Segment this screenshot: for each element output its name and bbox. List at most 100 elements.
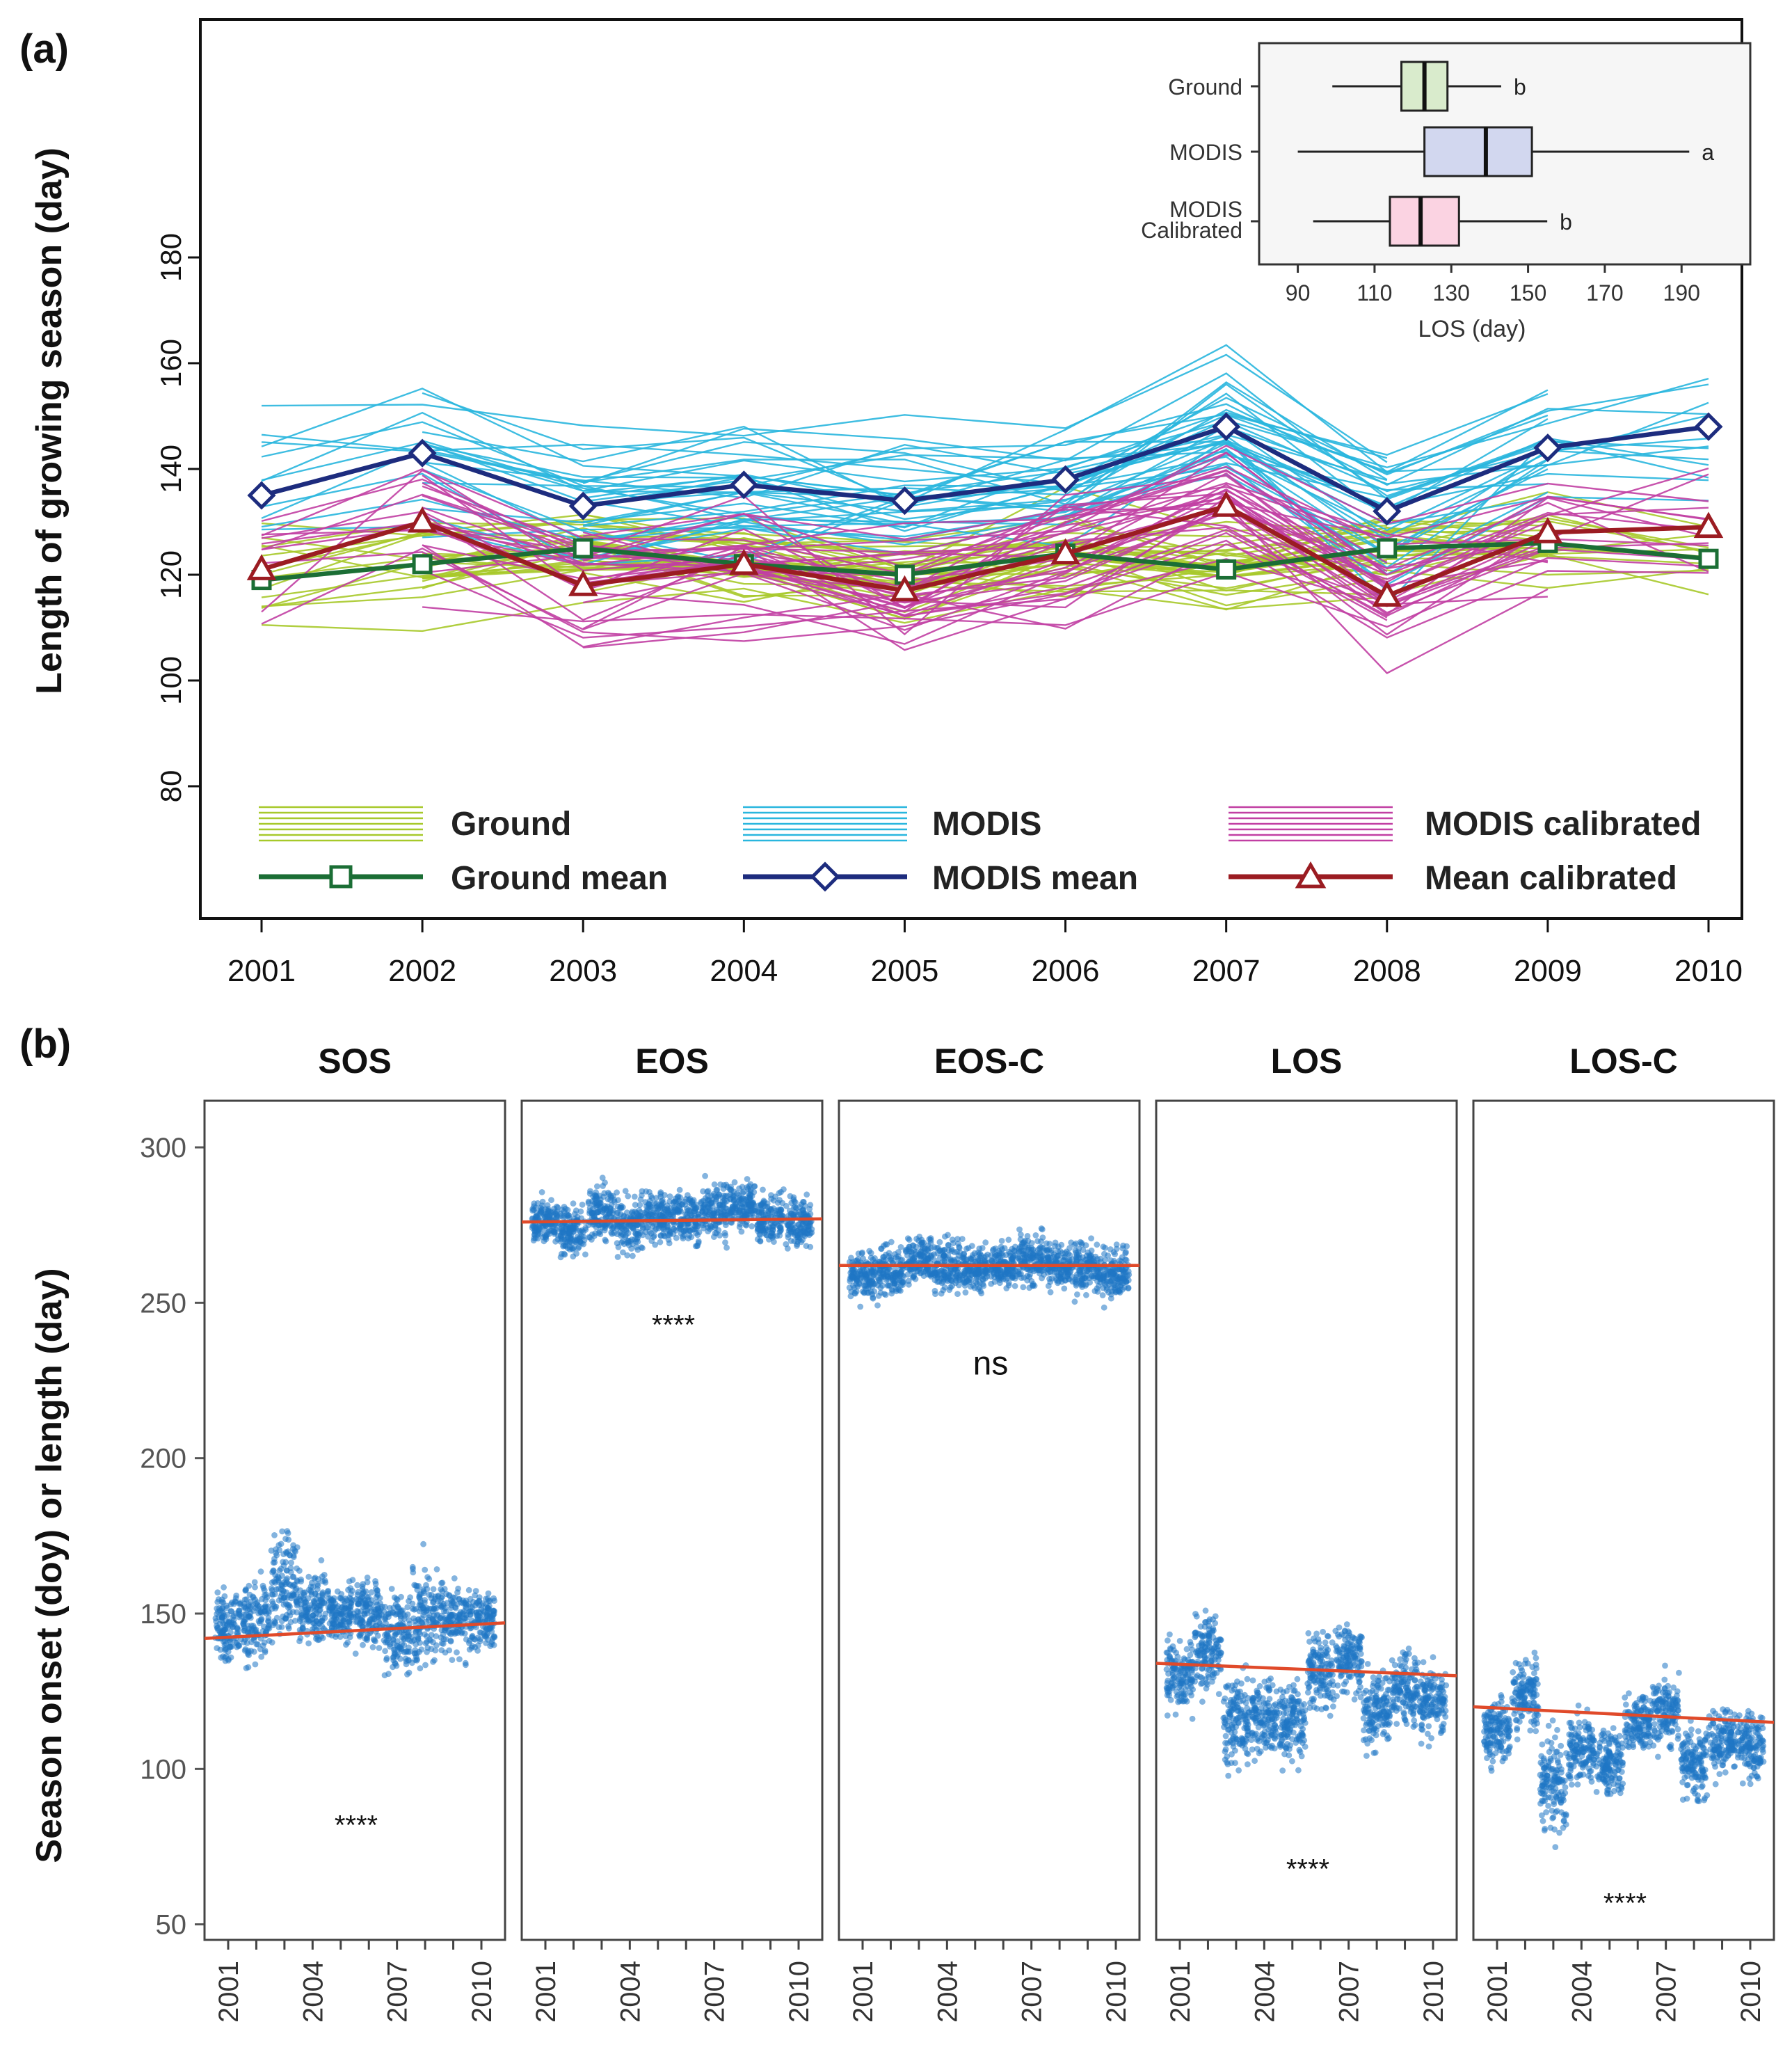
data-point <box>398 1593 404 1600</box>
data-point <box>1187 1689 1194 1696</box>
data-point <box>628 1245 634 1252</box>
data-point <box>324 1589 331 1595</box>
data-point <box>938 1267 945 1274</box>
data-point <box>430 1586 437 1593</box>
data-point <box>948 1246 955 1252</box>
data-point <box>1169 1643 1176 1650</box>
data-point <box>963 1245 970 1252</box>
data-point <box>769 1229 775 1236</box>
data-point <box>260 1585 267 1591</box>
background-line-modis-calibrated <box>583 465 1709 568</box>
data-point <box>620 1232 627 1239</box>
data-point <box>1038 1225 1045 1232</box>
background-line-modis <box>422 441 1388 541</box>
data-point <box>246 1582 253 1589</box>
data-point <box>635 1220 642 1227</box>
data-point <box>792 1204 799 1211</box>
data-point <box>410 1569 417 1576</box>
data-point <box>1032 1232 1039 1239</box>
data-point <box>318 1557 325 1563</box>
data-point <box>689 1198 696 1204</box>
data-point <box>599 1175 606 1181</box>
data-point <box>439 1588 446 1595</box>
data-point <box>548 1197 554 1204</box>
data-point <box>593 1224 600 1231</box>
data-point <box>1185 1683 1191 1690</box>
data-point <box>764 1203 771 1210</box>
data-point <box>1055 1272 1062 1279</box>
data-point <box>885 1282 892 1289</box>
data-point <box>869 1273 876 1280</box>
data-point <box>996 1280 1003 1287</box>
data-point <box>1007 1250 1014 1257</box>
y-tick-label: 100 <box>140 1754 186 1785</box>
data-point <box>685 1227 692 1234</box>
data-point <box>738 1228 745 1235</box>
significance-letter: b <box>1514 74 1526 99</box>
data-point <box>241 1627 248 1634</box>
data-point <box>273 1575 280 1582</box>
data-point <box>614 1189 620 1196</box>
data-point <box>582 1227 589 1233</box>
data-point <box>447 1637 454 1644</box>
data-point <box>657 1212 664 1219</box>
y-tick-label: 180 <box>154 233 187 282</box>
legend-label-ground: Ground <box>451 806 571 843</box>
data-point <box>419 1615 425 1622</box>
data-point <box>1107 1246 1114 1252</box>
data-point <box>1242 1691 1248 1698</box>
data-point <box>702 1210 708 1217</box>
data-point <box>961 1280 968 1287</box>
data-point <box>674 1194 681 1200</box>
x-tick-label: 2001 <box>214 1961 244 2023</box>
data-point <box>730 1197 737 1204</box>
data-point <box>653 1195 659 1201</box>
data-point <box>372 1578 378 1584</box>
point-modis-mean <box>408 438 437 468</box>
data-point <box>360 1594 366 1601</box>
data-point <box>439 1579 446 1586</box>
data-point <box>908 1268 914 1274</box>
significance-letter: a <box>1702 140 1714 165</box>
data-point <box>433 1566 440 1573</box>
facet-frame <box>838 1099 1141 1941</box>
data-point <box>879 1282 886 1289</box>
data-point <box>696 1229 703 1236</box>
inset-category-label: Calibrated <box>1141 218 1242 243</box>
data-point <box>790 1194 797 1201</box>
data-point <box>632 1202 639 1208</box>
data-point <box>401 1641 408 1648</box>
data-point <box>243 1611 250 1618</box>
data-point <box>1038 1238 1044 1245</box>
data-point <box>227 1608 234 1615</box>
data-point <box>602 1179 608 1186</box>
data-point <box>1027 1250 1034 1256</box>
data-point <box>798 1201 805 1208</box>
data-point <box>403 1658 410 1665</box>
data-point <box>234 1626 241 1633</box>
data-point <box>655 1207 662 1213</box>
data-point <box>718 1211 725 1218</box>
data-point <box>424 1648 430 1655</box>
data-point <box>276 1567 283 1574</box>
data-point <box>1202 1619 1208 1625</box>
data-point <box>243 1596 250 1603</box>
data-point <box>1002 1271 1008 1277</box>
data-point <box>695 1240 702 1246</box>
data-point <box>476 1598 482 1605</box>
data-point <box>881 1253 887 1260</box>
data-point <box>847 1293 854 1300</box>
data-point <box>374 1592 381 1598</box>
data-point <box>241 1603 248 1610</box>
data-point <box>783 1202 790 1209</box>
data-point <box>956 1282 962 1289</box>
data-point <box>543 1236 550 1243</box>
data-point <box>1094 1241 1101 1248</box>
data-point <box>232 1610 239 1617</box>
facet-title: LOS <box>1271 1042 1343 1081</box>
data-point <box>388 1586 395 1592</box>
data-point <box>561 1212 568 1219</box>
data-point <box>319 1592 326 1598</box>
data-point <box>574 1237 580 1244</box>
